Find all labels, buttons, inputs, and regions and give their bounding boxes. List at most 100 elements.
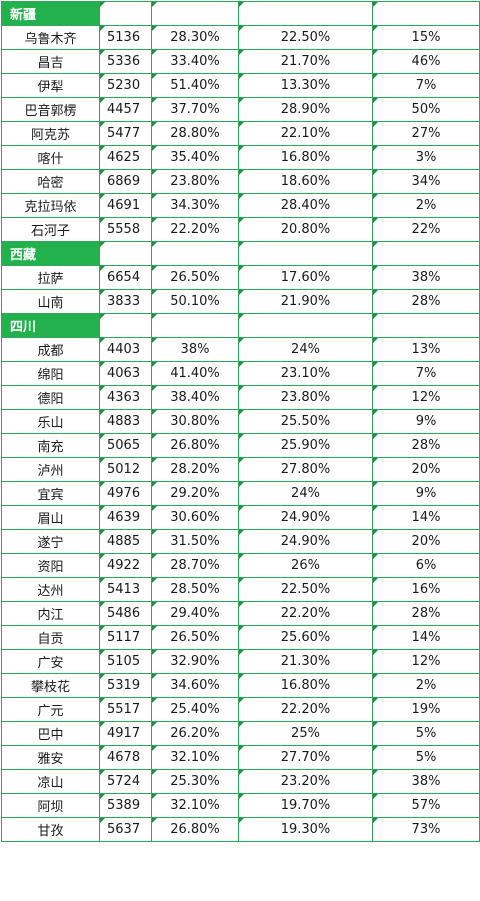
value-cell[interactable]: 5136 <box>99 25 152 50</box>
percent-cell-b[interactable]: 27.70% <box>238 745 373 770</box>
empty-cell[interactable] <box>372 241 480 266</box>
city-cell[interactable]: 资阳 <box>1 553 100 578</box>
percent-cell-b[interactable]: 21.70% <box>238 49 373 74</box>
value-cell[interactable]: 4625 <box>99 145 152 170</box>
percent-cell-b[interactable]: 19.70% <box>238 793 373 818</box>
value-cell[interactable]: 5558 <box>99 217 152 242</box>
empty-cell[interactable] <box>151 241 239 266</box>
city-cell[interactable]: 泸州 <box>1 457 100 482</box>
empty-cell[interactable] <box>151 1 239 26</box>
percent-cell-a[interactable]: 30.80% <box>151 409 239 434</box>
percent-cell-b[interactable]: 25% <box>238 721 373 746</box>
empty-cell[interactable] <box>99 241 152 266</box>
percent-cell-c[interactable]: 6% <box>372 553 480 578</box>
percent-cell-b[interactable]: 23.80% <box>238 385 373 410</box>
city-cell[interactable]: 内江 <box>1 601 100 626</box>
city-cell[interactable]: 成都 <box>1 337 100 362</box>
value-cell[interactable]: 4885 <box>99 529 152 554</box>
percent-cell-c[interactable]: 20% <box>372 529 480 554</box>
percent-cell-b[interactable]: 24.90% <box>238 505 373 530</box>
percent-cell-b[interactable]: 25.90% <box>238 433 373 458</box>
city-cell[interactable]: 阿坝 <box>1 793 100 818</box>
value-cell[interactable]: 6654 <box>99 265 152 290</box>
percent-cell-a[interactable]: 32.10% <box>151 793 239 818</box>
percent-cell-a[interactable]: 29.40% <box>151 601 239 626</box>
city-cell[interactable]: 广安 <box>1 649 100 674</box>
percent-cell-a[interactable]: 26.50% <box>151 625 239 650</box>
percent-cell-c[interactable]: 22% <box>372 217 480 242</box>
percent-cell-b[interactable]: 20.80% <box>238 217 373 242</box>
percent-cell-b[interactable]: 21.90% <box>238 289 373 314</box>
percent-cell-b[interactable]: 23.20% <box>238 769 373 794</box>
percent-cell-b[interactable]: 24.90% <box>238 529 373 554</box>
value-cell[interactable]: 4363 <box>99 385 152 410</box>
percent-cell-a[interactable]: 32.10% <box>151 745 239 770</box>
percent-cell-b[interactable]: 28.40% <box>238 193 373 218</box>
empty-cell[interactable] <box>238 241 373 266</box>
percent-cell-a[interactable]: 37.70% <box>151 97 239 122</box>
percent-cell-a[interactable]: 41.40% <box>151 361 239 386</box>
percent-cell-c[interactable]: 20% <box>372 457 480 482</box>
value-cell[interactable]: 4639 <box>99 505 152 530</box>
percent-cell-a[interactable]: 34.60% <box>151 673 239 698</box>
percent-cell-c[interactable]: 5% <box>372 721 480 746</box>
value-cell[interactable]: 5517 <box>99 697 152 722</box>
percent-cell-a[interactable]: 33.40% <box>151 49 239 74</box>
percent-cell-a[interactable]: 22.20% <box>151 217 239 242</box>
percent-cell-b[interactable]: 25.60% <box>238 625 373 650</box>
percent-cell-a[interactable]: 34.30% <box>151 193 239 218</box>
percent-cell-b[interactable]: 22.50% <box>238 577 373 602</box>
city-cell[interactable]: 达州 <box>1 577 100 602</box>
empty-cell[interactable] <box>99 313 152 338</box>
value-cell[interactable]: 5486 <box>99 601 152 626</box>
city-cell[interactable]: 宜宾 <box>1 481 100 506</box>
empty-cell[interactable] <box>238 1 373 26</box>
percent-cell-c[interactable]: 14% <box>372 505 480 530</box>
city-cell[interactable]: 遂宁 <box>1 529 100 554</box>
percent-cell-a[interactable]: 30.60% <box>151 505 239 530</box>
percent-cell-a[interactable]: 26.50% <box>151 265 239 290</box>
percent-cell-c[interactable]: 28% <box>372 433 480 458</box>
city-cell[interactable]: 石河子 <box>1 217 100 242</box>
percent-cell-a[interactable]: 26.80% <box>151 817 239 842</box>
city-cell[interactable]: 绵阳 <box>1 361 100 386</box>
percent-cell-c[interactable]: 2% <box>372 193 480 218</box>
percent-cell-c[interactable]: 7% <box>372 73 480 98</box>
city-cell[interactable]: 南充 <box>1 433 100 458</box>
percent-cell-b[interactable]: 22.20% <box>238 697 373 722</box>
city-cell[interactable]: 伊犁 <box>1 73 100 98</box>
percent-cell-c[interactable]: 2% <box>372 673 480 698</box>
percent-cell-c[interactable]: 46% <box>372 49 480 74</box>
percent-cell-a[interactable]: 38.40% <box>151 385 239 410</box>
percent-cell-a[interactable]: 28.30% <box>151 25 239 50</box>
percent-cell-c[interactable]: 3% <box>372 145 480 170</box>
percent-cell-c[interactable]: 73% <box>372 817 480 842</box>
percent-cell-c[interactable]: 38% <box>372 265 480 290</box>
value-cell[interactable]: 4403 <box>99 337 152 362</box>
city-cell[interactable]: 雅安 <box>1 745 100 770</box>
percent-cell-b[interactable]: 16.80% <box>238 673 373 698</box>
value-cell[interactable]: 5477 <box>99 121 152 146</box>
value-cell[interactable]: 5065 <box>99 433 152 458</box>
city-cell[interactable]: 巴音郭楞 <box>1 97 100 122</box>
value-cell[interactable]: 4917 <box>99 721 152 746</box>
percent-cell-c[interactable]: 28% <box>372 289 480 314</box>
empty-cell[interactable] <box>99 1 152 26</box>
value-cell[interactable]: 5230 <box>99 73 152 98</box>
city-cell[interactable]: 德阳 <box>1 385 100 410</box>
value-cell[interactable]: 5724 <box>99 769 152 794</box>
percent-cell-c[interactable]: 12% <box>372 649 480 674</box>
percent-cell-c[interactable]: 7% <box>372 361 480 386</box>
percent-cell-a[interactable]: 25.30% <box>151 769 239 794</box>
percent-cell-a[interactable]: 50.10% <box>151 289 239 314</box>
section-title[interactable]: 西藏 <box>1 241 100 266</box>
value-cell[interactable]: 5413 <box>99 577 152 602</box>
city-cell[interactable]: 阿克苏 <box>1 121 100 146</box>
value-cell[interactable]: 5117 <box>99 625 152 650</box>
city-cell[interactable]: 眉山 <box>1 505 100 530</box>
city-cell[interactable]: 攀枝花 <box>1 673 100 698</box>
section-title[interactable]: 新疆 <box>1 1 100 26</box>
value-cell[interactable]: 5012 <box>99 457 152 482</box>
percent-cell-c[interactable]: 57% <box>372 793 480 818</box>
empty-cell[interactable] <box>238 313 373 338</box>
